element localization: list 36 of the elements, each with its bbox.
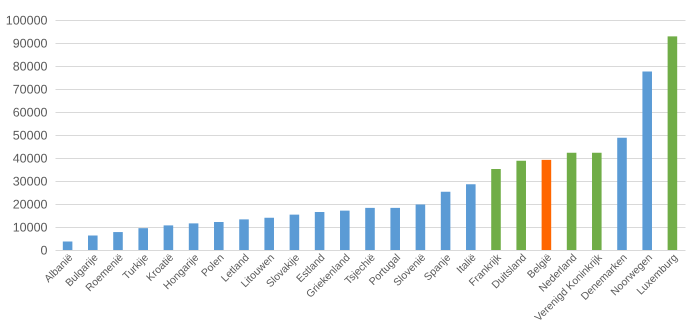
y-tick-label: 50000 bbox=[12, 128, 48, 142]
bar bbox=[290, 214, 300, 250]
bar bbox=[164, 225, 174, 250]
bar bbox=[239, 219, 249, 250]
y-tick-label: 70000 bbox=[12, 82, 48, 96]
bar bbox=[566, 152, 576, 250]
y-tick-label: 90000 bbox=[12, 36, 48, 50]
y-tick-label: 10000 bbox=[12, 220, 48, 234]
y-tick-label: 60000 bbox=[12, 106, 48, 120]
bar bbox=[138, 228, 148, 250]
y-tick-label: 40000 bbox=[12, 152, 48, 166]
y-tick-label: 0 bbox=[40, 244, 48, 258]
bar bbox=[113, 232, 123, 250]
y-tick-label: 30000 bbox=[12, 174, 48, 188]
bar bbox=[491, 169, 501, 250]
bar bbox=[264, 218, 274, 250]
bar bbox=[416, 204, 426, 250]
y-tick-label: 100000 bbox=[6, 14, 48, 28]
bar bbox=[668, 36, 678, 250]
bar bbox=[642, 72, 652, 250]
bar bbox=[340, 210, 350, 250]
bar bbox=[440, 192, 450, 250]
y-tick-label: 80000 bbox=[12, 60, 48, 74]
bar bbox=[188, 223, 198, 250]
bar bbox=[88, 236, 98, 250]
bar bbox=[62, 241, 72, 250]
bar bbox=[390, 208, 400, 250]
bar bbox=[516, 160, 526, 250]
bar bbox=[214, 222, 224, 250]
bar bbox=[617, 138, 627, 250]
bar bbox=[592, 152, 602, 250]
bar bbox=[466, 184, 476, 250]
y-tick-label: 20000 bbox=[12, 198, 48, 212]
bar bbox=[365, 208, 375, 250]
bar bbox=[314, 212, 324, 250]
bar bbox=[542, 160, 552, 250]
